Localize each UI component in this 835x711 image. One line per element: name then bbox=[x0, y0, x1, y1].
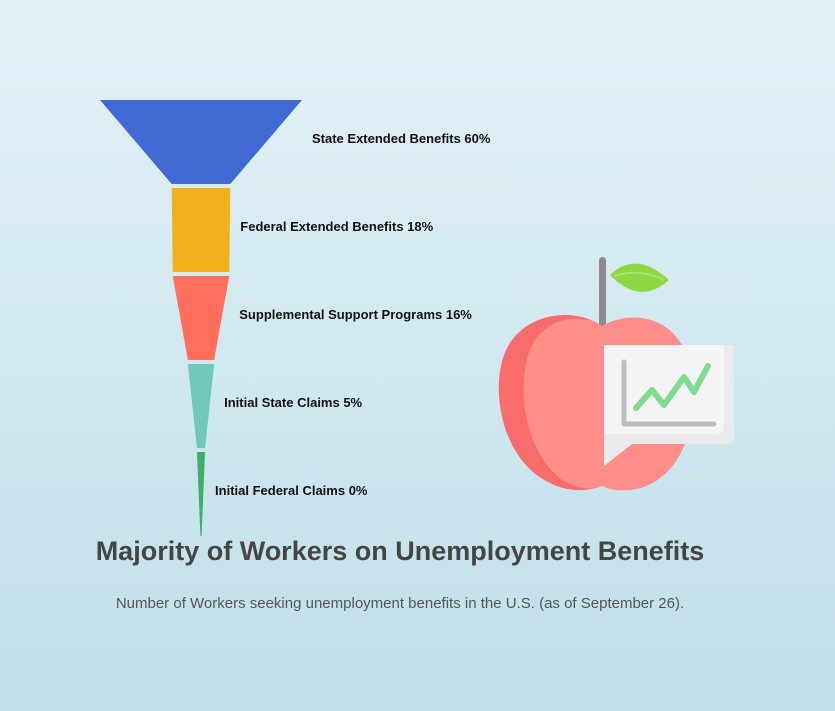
funnel-segment-2 bbox=[171, 188, 231, 272]
chart-subtitle: Number of Workers seeking unemployment b… bbox=[115, 595, 685, 612]
funnel-label-2: Federal Extended Benefits 18% bbox=[240, 219, 433, 234]
chart-title: Majority of Workers on Unemployment Bene… bbox=[95, 536, 705, 566]
apple-chart-icon bbox=[498, 257, 734, 491]
funnel-segment-4 bbox=[187, 364, 215, 448]
funnel-labels: State Extended Benefits 60% Federal Exten… bbox=[215, 131, 491, 498]
funnel-label-5: Initial Federal Claims 0% bbox=[215, 483, 368, 498]
funnel-segment-3 bbox=[172, 276, 230, 360]
funnel-segment-5 bbox=[196, 452, 206, 536]
funnel-segments bbox=[100, 100, 302, 536]
funnel-label-3: Supplemental Support Programs 16% bbox=[239, 307, 472, 322]
funnel-label-4: Initial State Claims 5% bbox=[224, 395, 362, 410]
funnel-label-1: State Extended Benefits 60% bbox=[312, 131, 491, 146]
funnel-segment-1 bbox=[100, 100, 302, 184]
